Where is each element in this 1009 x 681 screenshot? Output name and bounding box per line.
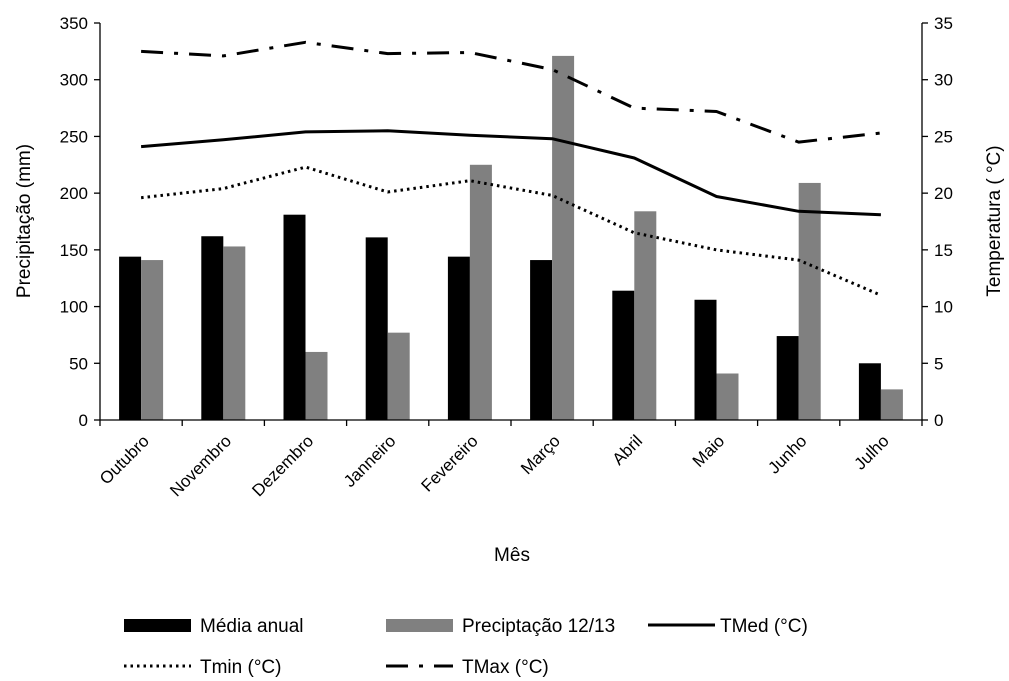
right-y-tick-label: 15 xyxy=(934,241,953,260)
legend-label-preciptacao: Preciptação 12/13 xyxy=(462,616,615,637)
left-y-tick-label: 300 xyxy=(60,71,88,90)
bar-media-anual-julho xyxy=(858,363,881,420)
line-tmax-c xyxy=(141,40,882,144)
bar-preciptacao-12-13-fevereiro xyxy=(469,164,492,420)
bar-preciptacao-12-13-dezembro xyxy=(305,351,328,420)
line-tmed-c xyxy=(140,129,881,217)
bar-preciptacao-12-13-novembro xyxy=(223,246,246,420)
x-tick-label-julho: Julho xyxy=(851,431,893,473)
x-ticks: Outubro Novembro Dezembro Janneiro Fevereiro… xyxy=(96,420,923,500)
bar-media-anual-junho xyxy=(776,336,799,420)
left-y-tick-label: 250 xyxy=(60,127,88,146)
left-y-ticks: 0 50 100 150 200 250 300 350 xyxy=(60,14,100,430)
legend-item-preciptacao: Preciptação 12/13 xyxy=(386,616,615,637)
bar-media-anual-janneiro xyxy=(365,237,388,420)
line-tmin-c xyxy=(140,165,882,297)
legend-swatch-media-anual xyxy=(124,619,191,632)
x-tick-label-marco: Março xyxy=(517,431,564,478)
bar-preciptacao-12-13-outubro xyxy=(141,260,164,420)
bar-preciptacao-12-13-junho xyxy=(798,182,821,420)
left-y-tick-label: 100 xyxy=(60,298,88,317)
legend-item-tmax: TMax (°C) xyxy=(386,657,549,678)
left-y-tick-label: 50 xyxy=(69,354,88,373)
bar-preciptacao-12-13-maio xyxy=(716,373,739,420)
left-y-tick-label: 150 xyxy=(60,241,88,260)
line-layer xyxy=(140,40,882,297)
right-y-tick-label: 25 xyxy=(934,127,953,146)
bar-media-anual-maio xyxy=(694,299,717,420)
right-y-tick-label: 30 xyxy=(934,71,953,90)
x-axis-label: Mês xyxy=(494,545,530,566)
bar-media-anual-abril xyxy=(612,290,635,420)
x-tick-label-outubro: Outubro xyxy=(96,431,153,488)
y-axis-label-right: Temperatura ( °C) xyxy=(984,145,1005,296)
x-tick-label-janneiro: Janneiro xyxy=(340,431,400,491)
legend: Média anual Preciptação 12/13 TMed (°C) … xyxy=(124,616,808,678)
left-y-tick-label: 200 xyxy=(60,184,88,203)
bar-preciptacao-12-13-marco xyxy=(552,55,575,420)
legend-label-tmin: Tmin (°C) xyxy=(200,657,281,678)
bar-media-anual-fevereiro xyxy=(447,256,470,420)
right-y-tick-label: 35 xyxy=(934,14,953,33)
legend-label-tmax: TMax (°C) xyxy=(462,657,549,678)
right-y-ticks: 0 5 10 15 20 25 30 35 xyxy=(922,14,953,430)
right-y-tick-label: 0 xyxy=(934,411,943,430)
legend-item-tmin: Tmin (°C) xyxy=(124,657,281,678)
x-tick-label-novembro: Novembro xyxy=(166,431,235,500)
left-y-tick-label: 350 xyxy=(60,14,88,33)
y-axis-label-left: Precipitação (mm) xyxy=(14,144,35,298)
x-tick-label-abril: Abril xyxy=(609,431,646,468)
bar-preciptacao-12-13-janneiro xyxy=(387,332,410,420)
bar-preciptacao-12-13-abril xyxy=(634,211,657,420)
right-y-tick-label: 5 xyxy=(934,354,943,373)
bar-media-anual-outubro xyxy=(119,256,142,420)
x-tick-label-dezembro: Dezembro xyxy=(248,431,317,500)
bar-media-anual-novembro xyxy=(201,236,224,420)
x-tick-label-maio: Maio xyxy=(689,431,728,470)
x-tick-label-fevereiro: Fevereiro xyxy=(418,431,482,495)
bar-layer xyxy=(119,55,903,420)
left-y-tick-label: 0 xyxy=(79,411,88,430)
legend-item-tmed: TMed (°C) xyxy=(648,616,808,637)
bar-media-anual-dezembro xyxy=(283,214,306,420)
x-tick-label-junho: Junho xyxy=(764,431,810,477)
bar-preciptacao-12-13-julho xyxy=(880,389,903,420)
legend-label-tmed: TMed (°C) xyxy=(720,616,808,637)
right-y-tick-label: 20 xyxy=(934,184,953,203)
bar-media-anual-marco xyxy=(530,260,553,420)
legend-swatch-preciptacao xyxy=(386,619,453,632)
right-y-tick-label: 10 xyxy=(934,298,953,317)
legend-label-media-anual: Média anual xyxy=(200,616,304,637)
legend-item-media-anual: Média anual xyxy=(124,616,304,637)
